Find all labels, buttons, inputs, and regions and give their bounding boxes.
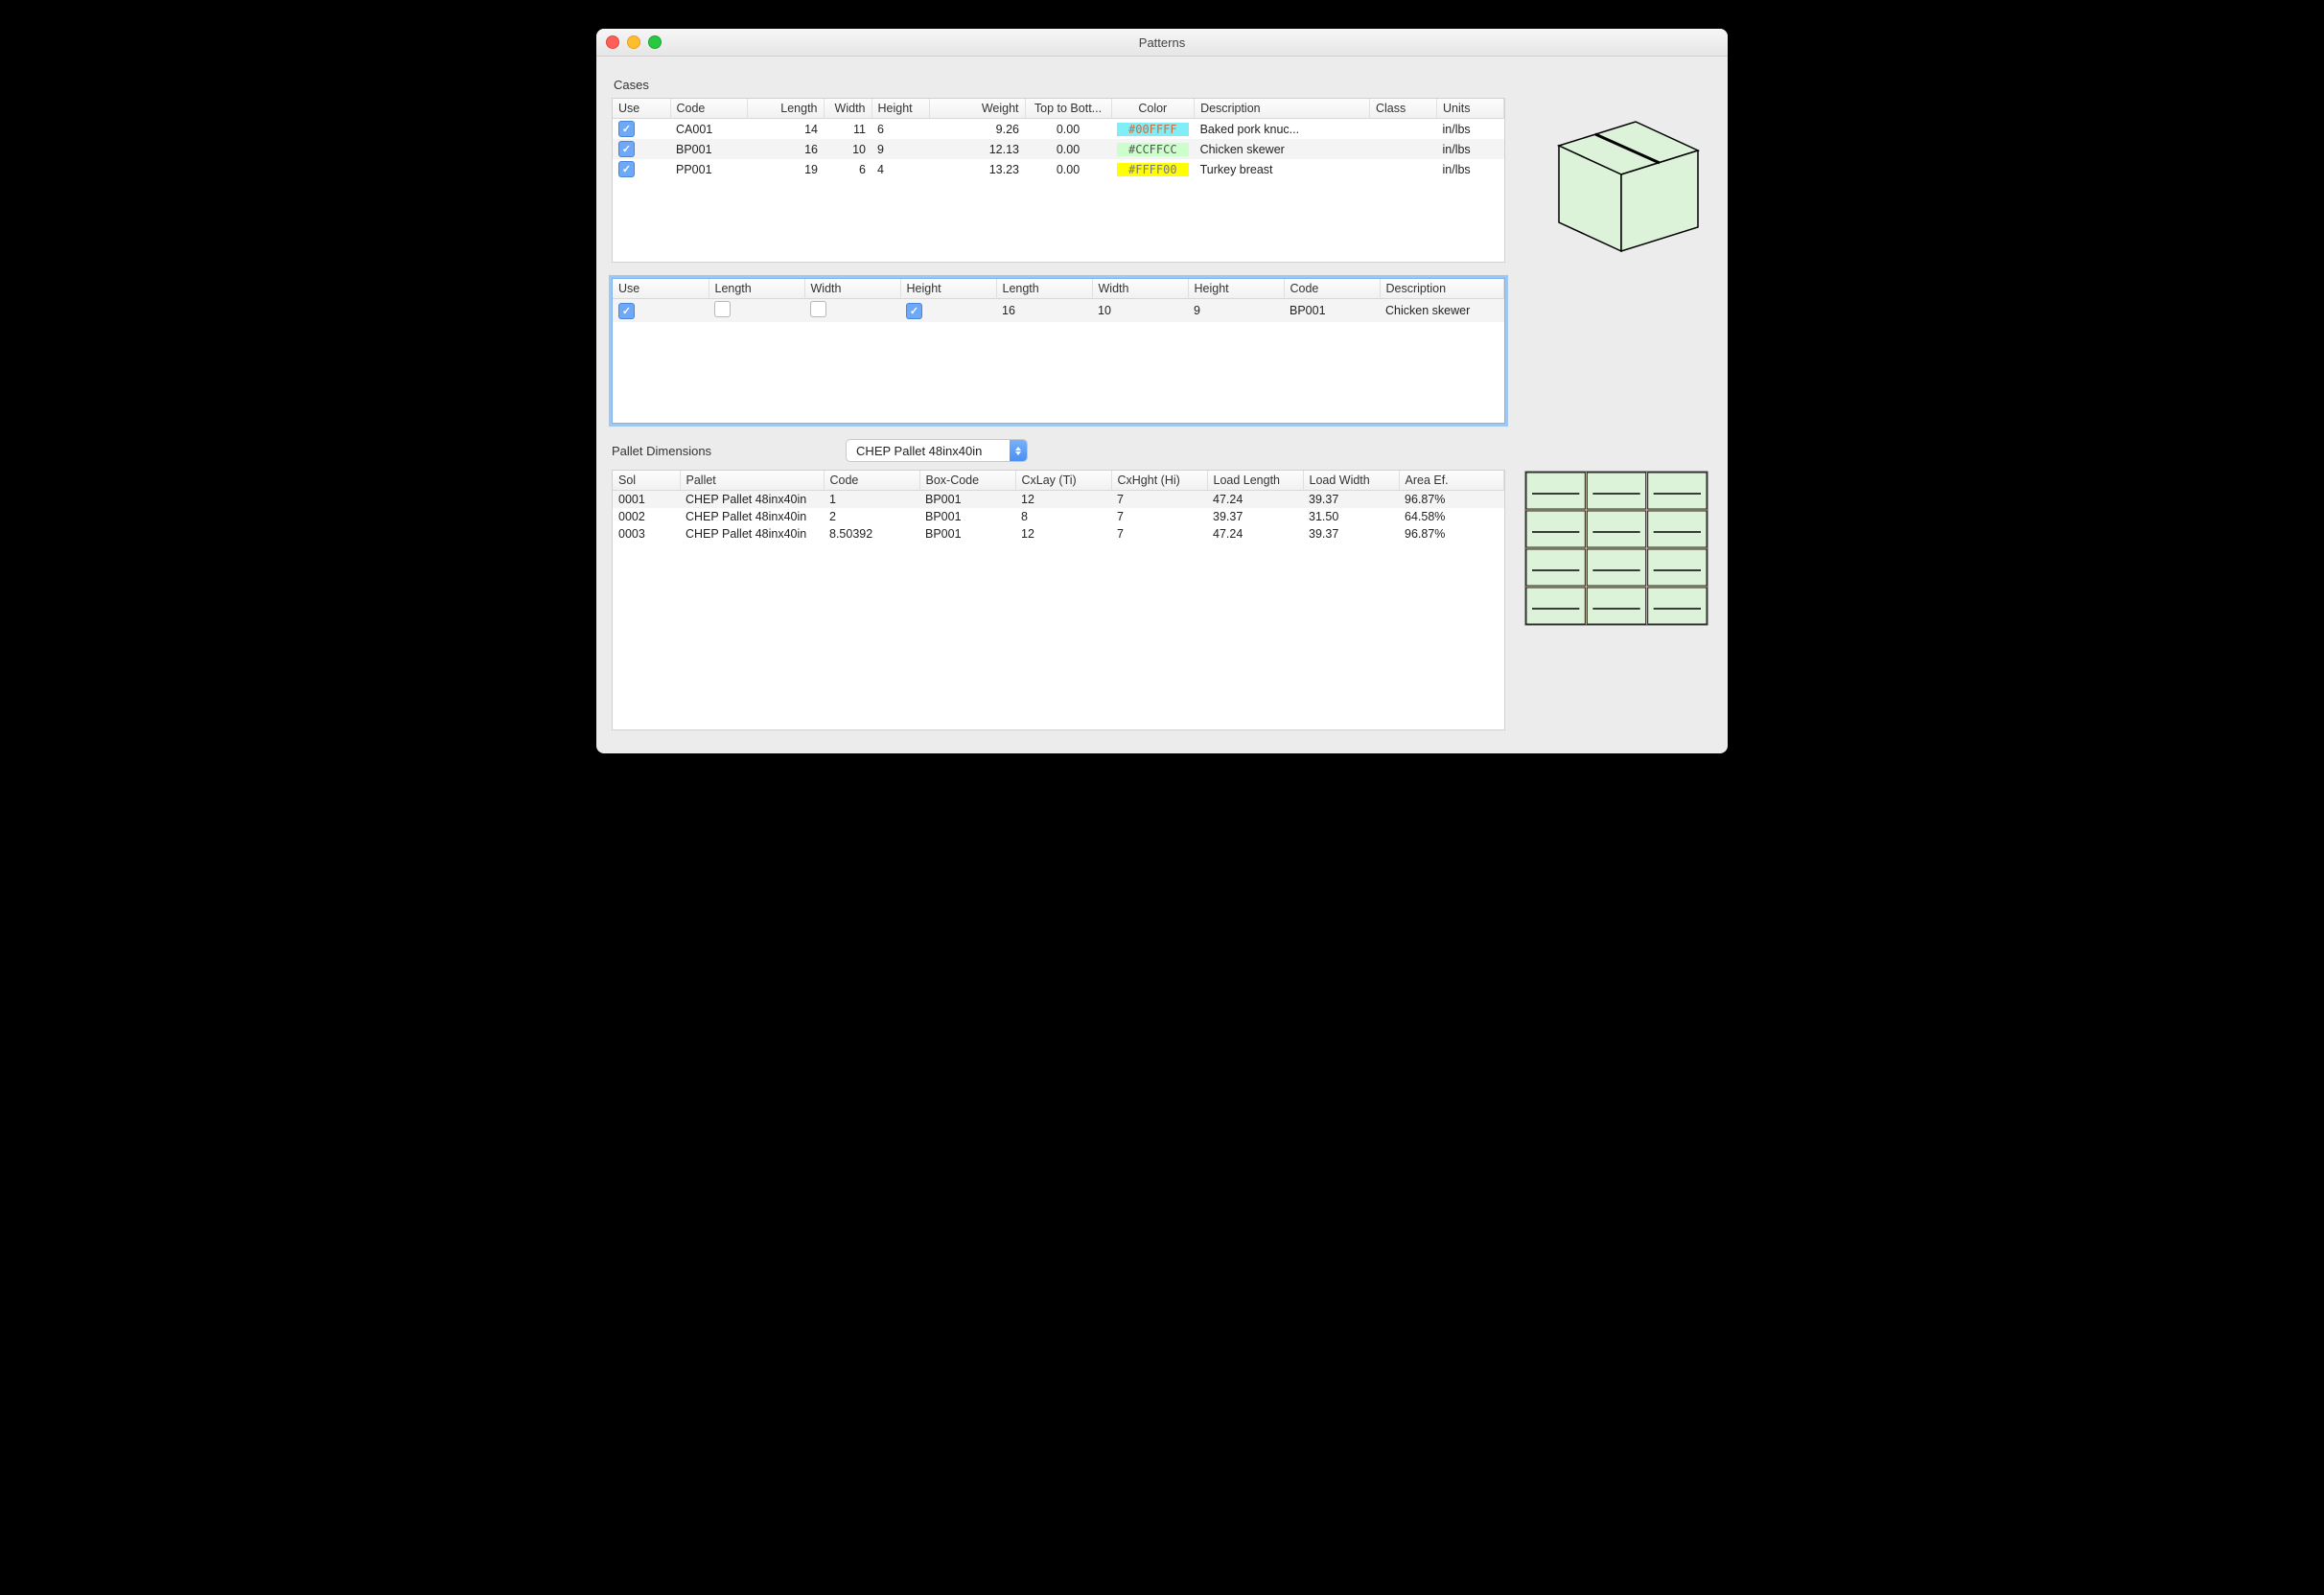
- column-header[interactable]: Width: [804, 279, 900, 299]
- column-header[interactable]: Sol: [613, 471, 680, 491]
- column-header[interactable]: Width: [1092, 279, 1188, 299]
- column-header[interactable]: Area Ef.: [1399, 471, 1504, 491]
- column-header[interactable]: Code: [670, 99, 747, 119]
- column-header[interactable]: Box-Code: [919, 471, 1015, 491]
- column-header[interactable]: Use: [613, 99, 670, 119]
- patterns-window: Patterns Cases UseCodeLengthWidthHeightW…: [596, 29, 1728, 753]
- checkbox[interactable]: [810, 301, 826, 317]
- detail-table[interactable]: UseLengthWidthHeightLengthWidthHeightCod…: [612, 278, 1505, 424]
- table-row[interactable]: ✓✓16109BP001Chicken skewer: [613, 299, 1504, 323]
- window-title: Patterns: [596, 35, 1728, 50]
- column-header[interactable]: Description: [1195, 99, 1370, 119]
- results-table[interactable]: SolPalletCodeBox-CodeCxLay (Ti)CxHght (H…: [612, 470, 1505, 730]
- case-preview: [1521, 98, 1712, 289]
- column-header[interactable]: CxLay (Ti): [1015, 471, 1111, 491]
- checkbox[interactable]: ✓: [618, 303, 635, 319]
- pallet-select-chevrons-icon: [1010, 440, 1027, 461]
- pallet-dimensions-label: Pallet Dimensions: [612, 444, 711, 458]
- checkbox[interactable]: ✓: [906, 303, 922, 319]
- column-header[interactable]: Units: [1437, 99, 1504, 119]
- column-header[interactable]: Top to Bott...: [1025, 99, 1111, 119]
- column-header[interactable]: Weight: [929, 99, 1025, 119]
- table-row[interactable]: ✓BP0011610912.130.00#CCFFCCChicken skewe…: [613, 139, 1504, 159]
- table-row[interactable]: ✓PP001196413.230.00#FFFF00Turkey breasti…: [613, 159, 1504, 179]
- column-header[interactable]: Height: [872, 99, 929, 119]
- pallet-preview: [1521, 470, 1712, 633]
- column-header[interactable]: Width: [824, 99, 872, 119]
- column-header[interactable]: Description: [1380, 279, 1504, 299]
- checkbox[interactable]: [714, 301, 731, 317]
- pallet-select[interactable]: CHEP Pallet 48inx40in: [846, 439, 1028, 462]
- titlebar: Patterns: [596, 29, 1728, 57]
- column-header[interactable]: Load Width: [1303, 471, 1399, 491]
- cases-label: Cases: [614, 78, 1712, 92]
- pallet-select-value: CHEP Pallet 48inx40in: [847, 440, 1010, 461]
- column-header[interactable]: Length: [709, 279, 804, 299]
- table-row[interactable]: ✓CA001141169.260.00#00FFFFBaked pork knu…: [613, 119, 1504, 140]
- table-row[interactable]: 0002CHEP Pallet 48inx40in2BP0018739.3731…: [613, 508, 1504, 525]
- table-row[interactable]: 0003CHEP Pallet 48inx40in8.50392BP001127…: [613, 525, 1504, 543]
- column-header[interactable]: Pallet: [680, 471, 824, 491]
- column-header[interactable]: Height: [900, 279, 996, 299]
- column-header[interactable]: CxHght (Hi): [1111, 471, 1207, 491]
- content: Cases UseCodeLengthWidthHeightWeightTop …: [596, 57, 1728, 753]
- column-header[interactable]: Class: [1370, 99, 1437, 119]
- table-row[interactable]: 0001CHEP Pallet 48inx40in1BP00112747.243…: [613, 491, 1504, 509]
- column-header[interactable]: Code: [1284, 279, 1380, 299]
- column-header[interactable]: Code: [824, 471, 919, 491]
- checkbox[interactable]: ✓: [618, 121, 635, 137]
- cases-table[interactable]: UseCodeLengthWidthHeightWeightTop to Bot…: [612, 98, 1505, 263]
- column-header[interactable]: Color: [1111, 99, 1195, 119]
- column-header[interactable]: Length: [996, 279, 1092, 299]
- column-header[interactable]: Height: [1188, 279, 1284, 299]
- column-header[interactable]: Load Length: [1207, 471, 1303, 491]
- checkbox[interactable]: ✓: [618, 141, 635, 157]
- column-header[interactable]: Use: [613, 279, 709, 299]
- column-header[interactable]: Length: [747, 99, 824, 119]
- checkbox[interactable]: ✓: [618, 161, 635, 177]
